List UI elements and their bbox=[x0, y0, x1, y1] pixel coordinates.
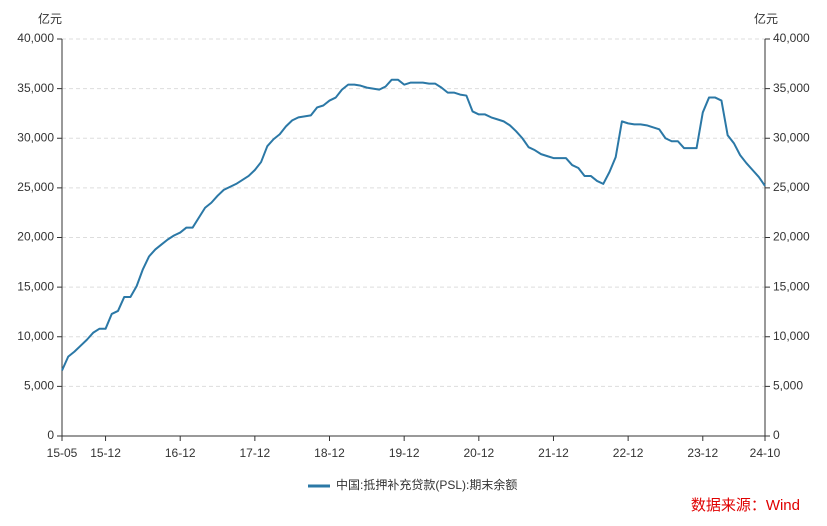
x-tick-label: 16-12 bbox=[165, 446, 196, 460]
y-tick-label: 15,000 bbox=[17, 279, 54, 293]
x-tick-label: 17-12 bbox=[240, 446, 271, 460]
y2-tick-label: 30,000 bbox=[773, 130, 810, 144]
y2-tick-label: 20,000 bbox=[773, 230, 810, 244]
x-tick-label: 23-12 bbox=[687, 446, 718, 460]
y-tick-label: 5,000 bbox=[24, 379, 54, 393]
x-tick-label: 20-12 bbox=[463, 446, 494, 460]
y2-tick-label: 0 bbox=[773, 428, 780, 442]
x-tick-label: 15-05 bbox=[47, 446, 78, 460]
source-note: 数据来源：Wind bbox=[691, 497, 800, 514]
y2-tick-label: 40,000 bbox=[773, 31, 810, 45]
y2-tick-label: 5,000 bbox=[773, 379, 803, 393]
legend-label: 中国:抵押补充贷款(PSL):期末余额 bbox=[336, 477, 517, 492]
y-tick-label: 20,000 bbox=[17, 230, 54, 244]
x-tick-label: 22-12 bbox=[613, 446, 644, 460]
y-tick-label: 10,000 bbox=[17, 329, 54, 343]
y-tick-label: 30,000 bbox=[17, 130, 54, 144]
y-axis-unit: 亿元 bbox=[38, 11, 62, 26]
y2-tick-label: 15,000 bbox=[773, 279, 810, 293]
y-tick-label: 0 bbox=[47, 428, 54, 442]
x-tick-label: 21-12 bbox=[538, 446, 569, 460]
y-tick-label: 40,000 bbox=[17, 31, 54, 45]
y2-axis-unit: 亿元 bbox=[754, 11, 778, 26]
x-tick-label: 18-12 bbox=[314, 446, 345, 460]
y2-tick-label: 10,000 bbox=[773, 329, 810, 343]
x-tick-label: 19-12 bbox=[389, 446, 420, 460]
data-line bbox=[61, 78, 766, 371]
y2-tick-label: 25,000 bbox=[773, 180, 810, 194]
x-tick-label: 24-10 bbox=[750, 446, 781, 460]
y2-tick-label: 35,000 bbox=[773, 81, 810, 95]
y-tick-label: 25,000 bbox=[17, 180, 54, 194]
y-tick-label: 35,000 bbox=[17, 81, 54, 95]
x-tick-label: 15-12 bbox=[90, 446, 121, 460]
